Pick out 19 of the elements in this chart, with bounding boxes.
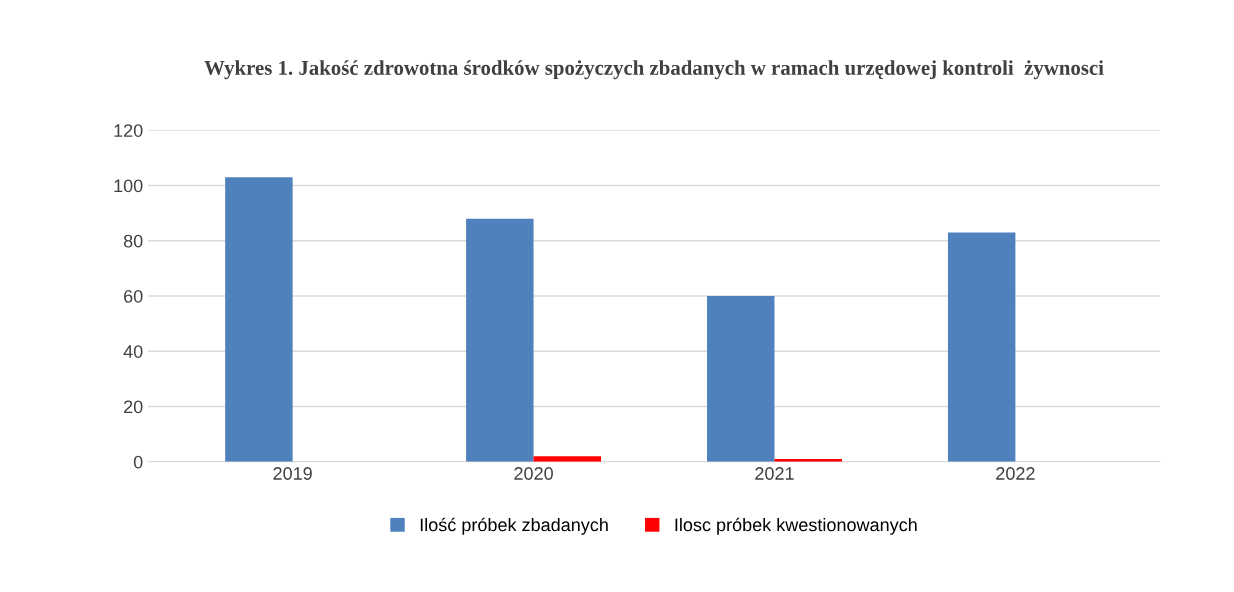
y-tick-label: 20 (124, 400, 143, 414)
chart-title: Wykres 1. Jakość zdrowotna środków spożyczych zbadanych w ramach urzędowej kontroli żywnosci (204, 60, 1104, 80)
x-tick-label: 2019 (273, 467, 312, 480)
y-tick-label: 60 (124, 289, 143, 303)
y-tick-label: 100 (114, 179, 143, 193)
bar (707, 296, 775, 462)
bar (533, 456, 602, 462)
y-tick-label: 0 (133, 455, 143, 469)
y-tick-label: 80 (123, 234, 143, 248)
y-tick-label: 120 (114, 124, 143, 137)
legend-label: Ilość próbek zbadanych (420, 517, 608, 535)
bar (225, 177, 293, 462)
x-tick-label: 2020 (514, 467, 553, 480)
x-tick-label: 2022 (996, 467, 1035, 480)
bar (466, 218, 534, 462)
y-tick-label: 40 (123, 345, 143, 358)
x-tick-label: 2021 (755, 467, 794, 480)
legend-label: Ilosc próbek kwestionowanych (675, 517, 917, 535)
bar (947, 232, 1016, 462)
